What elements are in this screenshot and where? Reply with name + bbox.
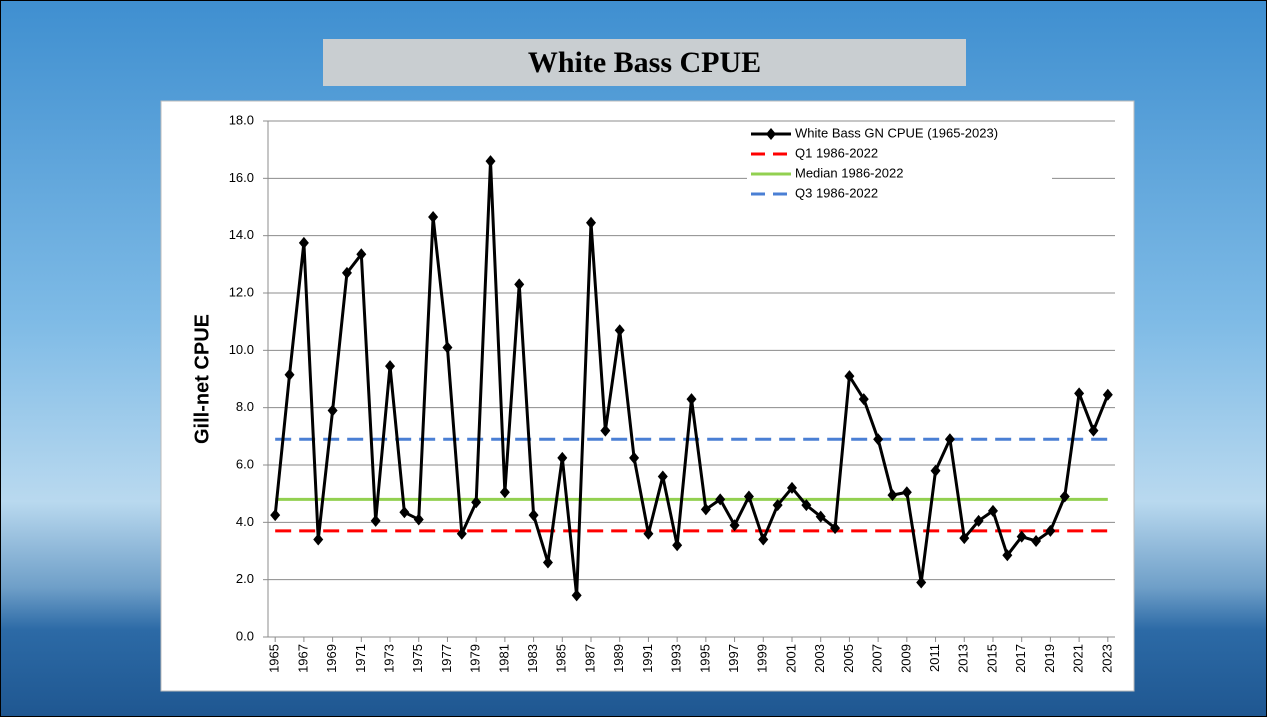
x-tick-label: 1971 bbox=[353, 644, 368, 673]
legend-label: Median 1986-2022 bbox=[795, 165, 903, 180]
y-tick-label: 8.0 bbox=[236, 399, 254, 414]
x-tick-label: 1993 bbox=[669, 644, 684, 673]
y-axis-label: Gill-net CPUE bbox=[191, 314, 213, 444]
y-tick-label: 2.0 bbox=[236, 571, 254, 586]
x-tick-label: 2013 bbox=[956, 644, 971, 673]
slide: White Bass CPUE Gill-net CPUE 0.02.04.06… bbox=[0, 0, 1267, 717]
x-tick-label: 1997 bbox=[726, 644, 741, 673]
y-tick-label: 16.0 bbox=[229, 170, 254, 185]
x-tick-label: 1989 bbox=[611, 644, 626, 673]
x-tick-label: 2007 bbox=[870, 644, 885, 673]
x-tick-label: 1979 bbox=[468, 644, 483, 673]
legend-label: Q1 1986-2022 bbox=[795, 145, 878, 160]
legend-label: White Bass GN CPUE (1965-2023) bbox=[795, 125, 998, 140]
x-tick-label: 2015 bbox=[984, 644, 999, 673]
y-tick-label: 0.0 bbox=[236, 628, 254, 643]
x-tick-label: 2005 bbox=[841, 644, 856, 673]
x-tick-label: 1995 bbox=[697, 644, 712, 673]
x-tick-label: 1991 bbox=[640, 644, 655, 673]
x-tick-label: 1981 bbox=[496, 644, 511, 673]
x-tick-label: 1967 bbox=[295, 644, 310, 673]
y-tick-label: 18.0 bbox=[229, 112, 254, 127]
x-tick-label: 2009 bbox=[898, 644, 913, 673]
x-tick-label: 1987 bbox=[582, 644, 597, 673]
x-tick-label: 1975 bbox=[410, 644, 425, 673]
x-tick-label: 2017 bbox=[1013, 644, 1028, 673]
x-tick-label: 2001 bbox=[783, 644, 798, 673]
x-tick-label: 1985 bbox=[554, 644, 569, 673]
y-tick-label: 4.0 bbox=[236, 514, 254, 529]
y-tick-label: 10.0 bbox=[229, 342, 254, 357]
legend-label: Q3 1986-2022 bbox=[795, 185, 878, 200]
x-tick-label: 1983 bbox=[525, 644, 540, 673]
x-tick-label: 1999 bbox=[755, 644, 770, 673]
y-tick-label: 14.0 bbox=[229, 227, 254, 242]
x-tick-label: 1977 bbox=[439, 644, 454, 673]
x-tick-label: 2023 bbox=[1099, 644, 1114, 673]
x-tick-label: 1969 bbox=[324, 644, 339, 673]
x-tick-label: 1965 bbox=[267, 644, 282, 673]
x-tick-label: 1973 bbox=[381, 644, 396, 673]
x-tick-label: 2019 bbox=[1042, 644, 1057, 673]
y-tick-label: 12.0 bbox=[229, 284, 254, 299]
y-tick-label: 6.0 bbox=[236, 456, 254, 471]
x-tick-label: 2003 bbox=[812, 644, 827, 673]
x-tick-label: 2021 bbox=[1071, 644, 1086, 673]
x-tick-label: 2011 bbox=[927, 644, 942, 672]
chart: Gill-net CPUE 0.0 2.0 4.0 6.0 8.0 10.0 12.0 14.… bbox=[1, 1, 1266, 716]
